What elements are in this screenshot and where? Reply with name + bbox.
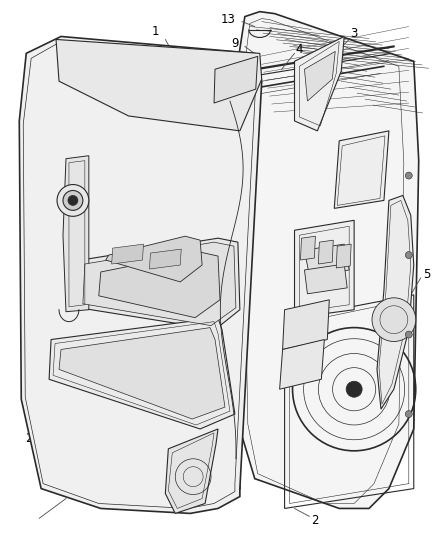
Text: 9: 9 bbox=[231, 37, 239, 50]
Text: 10: 10 bbox=[26, 194, 41, 207]
Polygon shape bbox=[19, 36, 262, 513]
Polygon shape bbox=[79, 238, 240, 329]
Polygon shape bbox=[279, 340, 324, 389]
Polygon shape bbox=[377, 196, 414, 409]
Circle shape bbox=[346, 381, 362, 397]
Circle shape bbox=[68, 196, 78, 205]
Polygon shape bbox=[294, 220, 354, 318]
Circle shape bbox=[63, 190, 83, 211]
Text: 3: 3 bbox=[350, 27, 358, 40]
Polygon shape bbox=[99, 252, 220, 318]
Polygon shape bbox=[63, 156, 89, 312]
Circle shape bbox=[405, 331, 412, 338]
Circle shape bbox=[405, 252, 412, 259]
Polygon shape bbox=[149, 249, 181, 269]
Polygon shape bbox=[318, 240, 333, 264]
Polygon shape bbox=[304, 51, 335, 101]
Polygon shape bbox=[304, 264, 347, 294]
Polygon shape bbox=[304, 244, 349, 276]
Polygon shape bbox=[235, 12, 419, 508]
Polygon shape bbox=[59, 328, 225, 419]
Text: 5: 5 bbox=[423, 269, 431, 281]
Text: 2: 2 bbox=[311, 514, 318, 527]
Polygon shape bbox=[112, 244, 144, 264]
Polygon shape bbox=[283, 300, 329, 350]
Text: 1: 1 bbox=[152, 25, 159, 38]
Polygon shape bbox=[83, 242, 236, 326]
Circle shape bbox=[405, 172, 412, 179]
Polygon shape bbox=[165, 429, 218, 513]
Polygon shape bbox=[214, 56, 258, 103]
Circle shape bbox=[372, 298, 416, 342]
Polygon shape bbox=[49, 318, 235, 429]
Text: 6: 6 bbox=[221, 492, 229, 505]
Polygon shape bbox=[334, 131, 389, 208]
Polygon shape bbox=[294, 36, 344, 131]
Text: 13: 13 bbox=[220, 13, 235, 26]
Polygon shape bbox=[336, 244, 351, 268]
Polygon shape bbox=[106, 236, 202, 282]
Polygon shape bbox=[300, 236, 315, 260]
Circle shape bbox=[405, 410, 412, 417]
Polygon shape bbox=[56, 39, 262, 131]
Circle shape bbox=[57, 184, 89, 216]
Text: 2: 2 bbox=[25, 432, 33, 446]
Text: 4: 4 bbox=[296, 43, 303, 56]
